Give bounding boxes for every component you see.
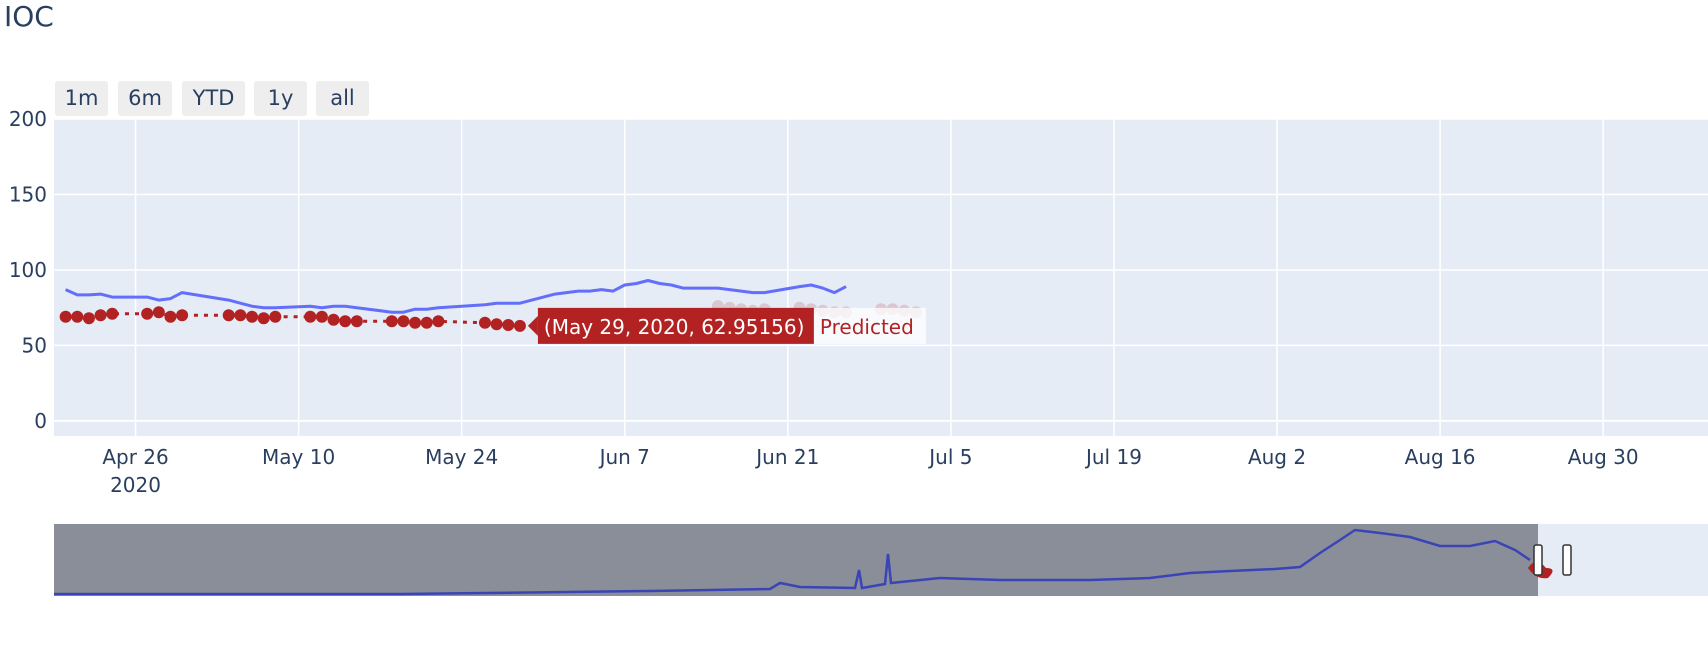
predicted-marker-faded xyxy=(723,301,736,314)
predicted-marker xyxy=(490,318,503,331)
range-button-all[interactable]: all xyxy=(316,81,369,116)
predicted-marker-faded xyxy=(875,303,887,316)
predicted-marker-faded xyxy=(793,301,806,314)
predicted-marker-faded xyxy=(711,300,724,313)
predicted-marker xyxy=(222,309,235,322)
y-tick-label: 0 xyxy=(34,409,47,433)
range-button-1m[interactable]: 1m xyxy=(55,81,108,116)
x-tick-label: Jun 21 xyxy=(754,445,819,469)
y-tick-label: 100 xyxy=(9,258,47,282)
range-slider-series-line xyxy=(54,528,1531,596)
y-tick-label: 150 xyxy=(9,182,47,206)
range-slider-mask xyxy=(54,524,1538,596)
y-tick-label: 200 xyxy=(9,107,47,131)
predicted-marker xyxy=(409,316,422,329)
predicted-marker-faded xyxy=(805,303,818,316)
predicted-marker xyxy=(176,309,189,322)
x-tick-label: Aug 30 xyxy=(1568,445,1639,469)
predicted-marker xyxy=(513,319,526,332)
x-tick-label: Jul 5 xyxy=(927,445,972,469)
predicted-marker xyxy=(246,310,259,323)
predicted-marker xyxy=(94,309,107,322)
predicted-marker xyxy=(432,315,445,328)
predicted-marker xyxy=(385,315,398,328)
x-tick-label: Aug 16 xyxy=(1405,445,1476,469)
predicted-marker xyxy=(304,310,317,323)
predicted-marker xyxy=(478,316,491,329)
predicted-marker-faded xyxy=(840,306,853,319)
predicted-marker xyxy=(106,307,119,320)
range-button-6m[interactable]: 6m xyxy=(118,81,172,116)
x-tick-label: May 24 xyxy=(425,445,498,469)
predicted-marker-faded xyxy=(886,303,899,316)
range-slider-right-handle[interactable] xyxy=(1562,544,1572,576)
x-tick-label: May 10 xyxy=(262,445,335,469)
chart-title: IOC xyxy=(4,0,54,33)
predicted-marker xyxy=(269,310,282,323)
hover-series-label: Predicted xyxy=(820,315,914,339)
predicted-marker xyxy=(234,309,247,322)
x-tick-label: Jun 7 xyxy=(598,445,650,469)
predicted-marker xyxy=(327,313,340,326)
predicted-marker xyxy=(420,316,433,329)
predicted-marker xyxy=(339,315,352,328)
x-tick-label: Apr 26 xyxy=(102,445,168,469)
predicted-series-line xyxy=(65,310,521,328)
hover-tooltip-box xyxy=(537,307,814,344)
range-slider-predicted-blob xyxy=(1528,562,1553,579)
predicted-marker xyxy=(397,315,410,328)
range-slider-left-handle[interactable] xyxy=(1533,544,1543,576)
predicted-marker-faded xyxy=(758,303,771,316)
predicted-marker-faded xyxy=(898,304,911,317)
x-tick-label: Jul 19 xyxy=(1084,445,1142,469)
predicted-marker xyxy=(141,307,154,320)
predicted-marker xyxy=(59,310,72,323)
y-tick-label: 50 xyxy=(22,333,47,357)
x-tick-year-label: 2020 xyxy=(110,473,161,497)
predicted-marker xyxy=(164,310,177,323)
actual-series-line xyxy=(64,279,847,314)
predicted-marker xyxy=(257,312,270,325)
range-button-1y[interactable]: 1y xyxy=(254,81,307,116)
predicted-marker xyxy=(350,315,363,328)
plot-area xyxy=(54,119,1708,436)
range-button-ytd[interactable]: YTD xyxy=(182,81,245,116)
predicted-marker xyxy=(71,310,84,323)
hover-tooltip-arrow xyxy=(527,315,538,336)
predicted-marker-faded xyxy=(828,306,841,319)
predicted-marker-faded xyxy=(746,304,759,317)
predicted-marker xyxy=(152,306,165,319)
predicted-marker xyxy=(502,319,515,332)
predicted-marker-faded xyxy=(735,303,748,316)
predicted-marker xyxy=(82,312,95,325)
range-slider[interactable] xyxy=(54,524,1708,596)
predicted-marker xyxy=(315,310,328,323)
hover-tooltip-text: (May 29, 2020, 62.95156) xyxy=(544,315,805,339)
x-tick-label: Aug 2 xyxy=(1248,445,1306,469)
hover-series-label-bg xyxy=(813,307,926,344)
predicted-marker-faded xyxy=(909,306,922,319)
predicted-marker-faded xyxy=(816,304,829,317)
